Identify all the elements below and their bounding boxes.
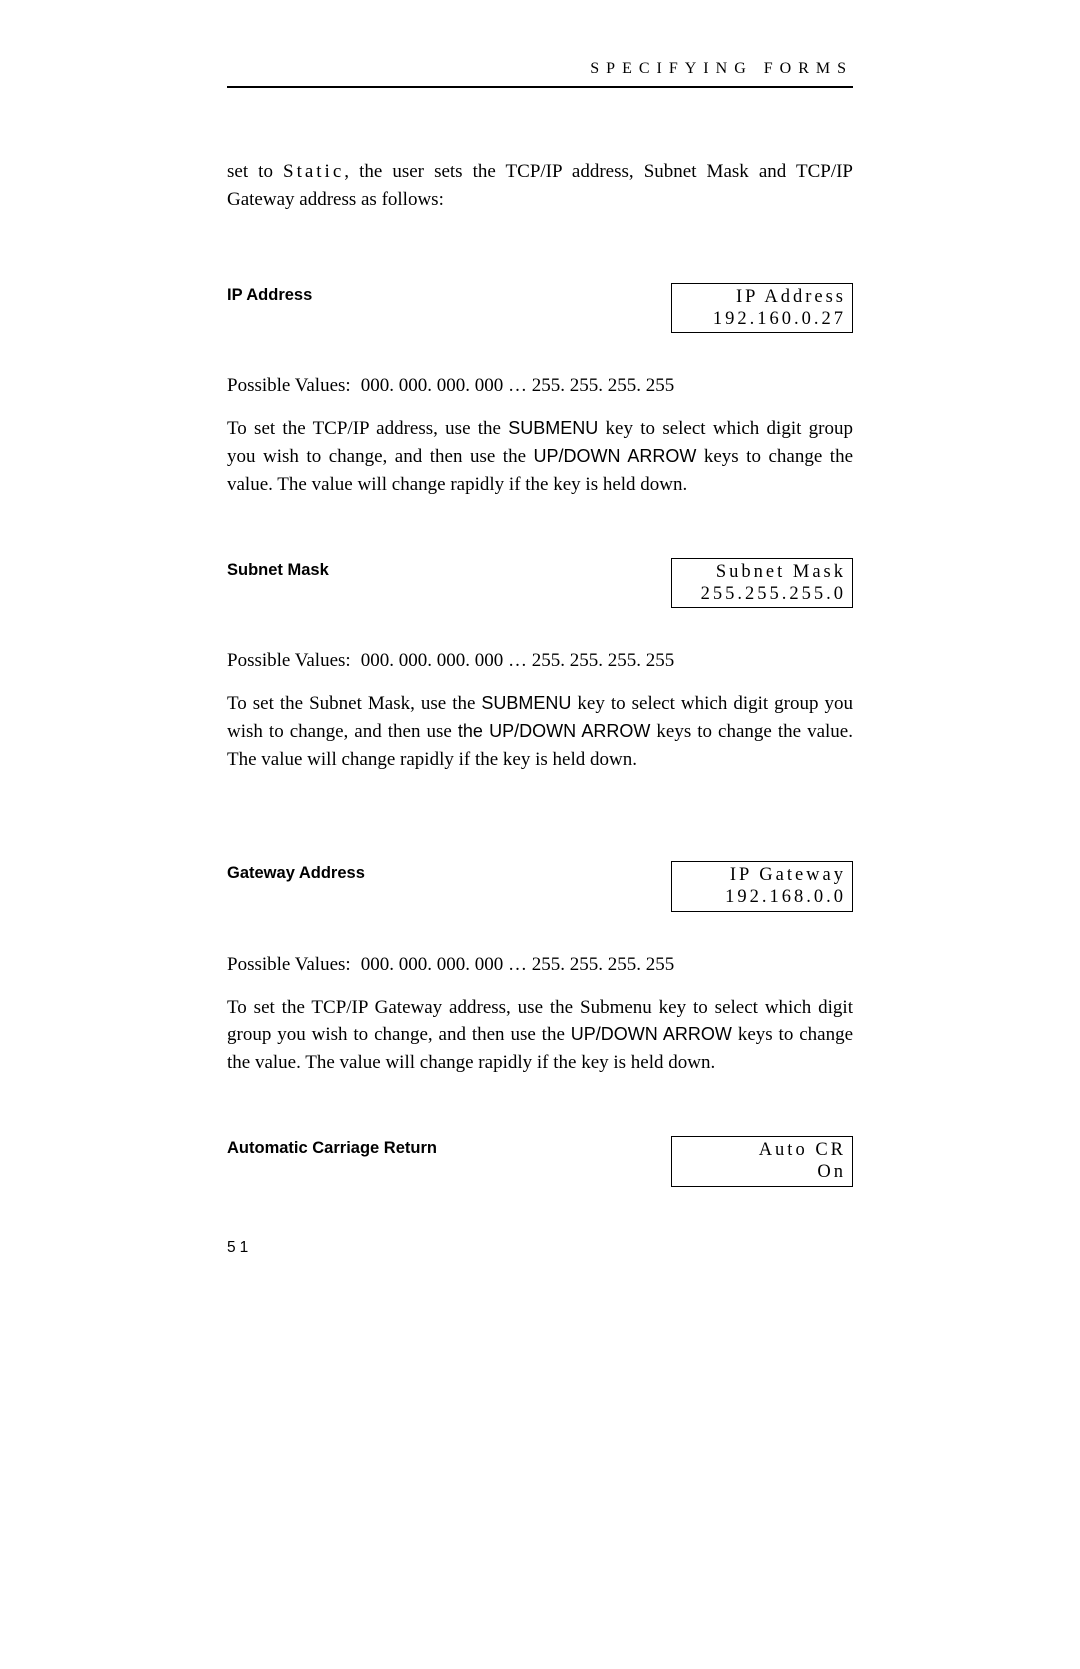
possible-values-label: Possible Values:	[227, 375, 351, 397]
document-page: SPECIFYING FORMS set to Static, the user…	[0, 0, 1080, 1317]
section-body: To set the TCP/IP address, use the SUBME…	[227, 415, 853, 498]
lcd-display: Auto CROn	[671, 1136, 853, 1186]
possible-values: Possible Values: 000. 000. 000. 000 … 255…	[227, 650, 853, 672]
keyboard-key: the UP/DOWN ARROW	[458, 721, 651, 741]
possible-values: Possible Values: 000. 000. 000. 000 … 255…	[227, 375, 853, 397]
lcd-line1: Subnet Mask	[678, 561, 846, 583]
possible-values: Possible Values: 000. 000. 000. 000 … 255…	[227, 954, 853, 976]
lcd-line2: 192.160.0.27	[678, 308, 846, 330]
keyboard-key: SUBMENU	[508, 418, 598, 438]
lcd-line2: 192.168.0.0	[678, 886, 846, 908]
intro-paragraph: set to Static, the user sets the TCP/IP …	[227, 158, 853, 213]
section-label: IP Address	[227, 283, 312, 305]
lcd-line1: IP Address	[678, 286, 846, 308]
section-body: To set the TCP/IP Gateway address, use t…	[227, 994, 853, 1077]
lcd-line1: IP Gateway	[678, 864, 846, 886]
header-title: SPECIFYING FORMS	[590, 60, 853, 77]
section-label: Automatic Carriage Return	[227, 1136, 437, 1158]
lcd-display: Subnet Mask255.255.255.0	[671, 558, 853, 608]
section-row: Gateway Address IP Gateway192.168.0.0	[227, 861, 853, 911]
lcd-line2: On	[678, 1161, 846, 1183]
section-label: Gateway Address	[227, 861, 365, 883]
lcd-display: IP Address192.160.0.27	[671, 283, 853, 333]
body-text: To set the TCP/IP address, use the	[227, 418, 508, 439]
possible-values-text: 000. 000. 000. 000 … 255. 255. 255. 255	[361, 954, 675, 975]
possible-values-text: 000. 000. 000. 000 … 255. 255. 255. 255	[361, 650, 675, 671]
section-row: IP AddressIP Address192.160.0.27	[227, 283, 853, 333]
section-body: To set the Subnet Mask, use the SUBMENU …	[227, 690, 853, 773]
spacer	[227, 833, 853, 861]
section-row: Automatic Carriage Return Auto CROn	[227, 1136, 853, 1186]
page-number: 51	[227, 1239, 853, 1257]
keyboard-key: UP/DOWN ARROW	[571, 1024, 732, 1044]
possible-values-label: Possible Values:	[227, 650, 351, 672]
possible-values-label: Possible Values:	[227, 954, 351, 976]
keyboard-key: UP/DOWN ARROW	[534, 446, 697, 466]
lcd-display: IP Gateway192.168.0.0	[671, 861, 853, 911]
page-header: SPECIFYING FORMS	[227, 60, 853, 88]
lcd-line2: 255.255.255.0	[678, 583, 846, 605]
keyboard-key: SUBMENU	[481, 693, 571, 713]
body-text: To set the Subnet Mask, use the	[227, 693, 481, 714]
sections-container: IP AddressIP Address192.160.0.27Possible…	[227, 283, 853, 1186]
intro-before: set to	[227, 161, 283, 182]
possible-values-text: 000. 000. 000. 000 … 255. 255. 255. 255	[361, 375, 675, 396]
lcd-line1: Auto CR	[678, 1139, 846, 1161]
section-label: Subnet Mask	[227, 558, 329, 580]
section-row: Subnet MaskSubnet Mask255.255.255.0	[227, 558, 853, 608]
intro-spaced: Static	[283, 161, 344, 182]
